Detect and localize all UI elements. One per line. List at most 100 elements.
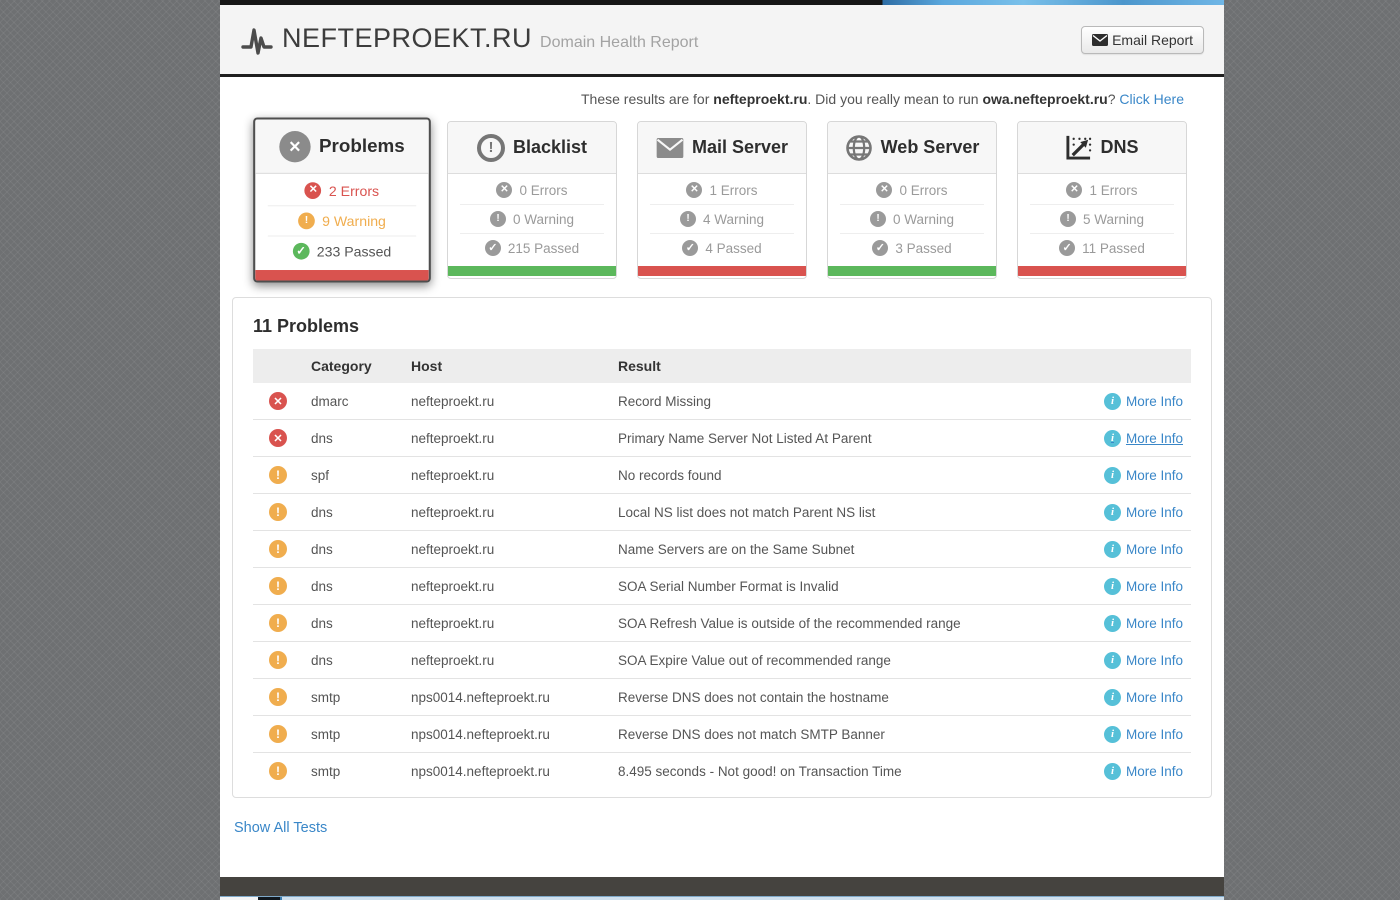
more-info-link[interactable]: More Info (1103, 540, 1183, 558)
more-info-link[interactable]: More Info (1103, 392, 1183, 410)
page-subtitle: Domain Health Report (540, 33, 699, 51)
result-cell: Reverse DNS does not match SMTP Banner (610, 715, 1081, 753)
table-row: dns nefteproekt.ru Name Servers are on t… (253, 530, 1191, 568)
more-info-link[interactable]: More Info (1103, 725, 1183, 743)
category-cell: smtp (303, 678, 403, 716)
more-info-link[interactable]: More Info (1103, 762, 1183, 780)
result-cell: Reverse DNS does not contain the hostnam… (610, 678, 1081, 716)
errors-label: 0 Errors (519, 182, 568, 198)
result-cell: 8.495 seconds - Not good! on Transaction… (610, 752, 1081, 789)
warning-label: 0 Warning (892, 211, 955, 227)
card-status-bar (448, 266, 616, 276)
problems-heading: 11 Problems (253, 316, 360, 336)
category-cell: smtp (303, 752, 403, 789)
more-info-link[interactable]: More Info (1103, 577, 1183, 595)
card-header: Problems (255, 119, 429, 174)
info-icon (1103, 725, 1121, 743)
card-status-bar (255, 270, 429, 281)
more-info-label: More Info (1125, 615, 1183, 631)
more-info-column-header (1081, 349, 1191, 383)
category-cell: dns (303, 530, 403, 568)
card-problems[interactable]: Problems 2 Errors 9 Warning (253, 117, 431, 283)
more-info-link[interactable]: More Info (1103, 503, 1183, 521)
error-dot-icon (496, 182, 513, 198)
category-cell: dns (303, 641, 403, 679)
more-info-link[interactable]: More Info (1103, 651, 1183, 669)
problems-table: Category Host Result dmarc nefteproekt.r… (253, 349, 1191, 789)
passed-dot-icon (872, 240, 889, 256)
more-info-label: More Info (1125, 763, 1183, 779)
taskbar-sliver (220, 896, 1224, 900)
info-icon (1103, 651, 1121, 669)
info-icon (1103, 466, 1121, 484)
warning-stat: 4 Warning (650, 204, 794, 233)
result-column-header: Result (610, 349, 1081, 383)
more-info-link[interactable]: More Info (1103, 614, 1183, 632)
errors-stat: 0 Errors (840, 176, 984, 204)
page-title: NEFTEPROEKT.RU (282, 22, 533, 53)
card-title: Web Server (880, 137, 980, 157)
card-title: Problems (318, 135, 405, 157)
warning-dot-icon (489, 211, 506, 227)
card-body: 0 Errors 0 Warning 215 Passed (448, 174, 616, 264)
circle-exclamation-icon (476, 133, 505, 162)
email-report-button[interactable]: Email Report (1081, 25, 1204, 54)
category-cell: spf (303, 456, 403, 494)
card-blacklist[interactable]: Blacklist 0 Errors 0 Warning (447, 121, 617, 279)
more-info-label: More Info (1125, 726, 1183, 742)
more-info-link[interactable]: More Info (1103, 466, 1183, 484)
host-cell: nefteproekt.ru (403, 604, 610, 642)
card-web-server[interactable]: Web Server 0 Errors 0 Warning (827, 121, 997, 279)
card-status-bar (1018, 266, 1186, 276)
errors-stat: 0 Errors (460, 176, 604, 204)
warning-dot-icon (679, 211, 696, 227)
notice-alt-domain: owa.nefteproekt.ru (982, 91, 1108, 107)
category-cell: dns (303, 604, 403, 642)
error-dot-icon (686, 182, 703, 198)
status-icon (269, 762, 287, 780)
info-icon (1103, 688, 1121, 706)
warning-label: 4 Warning (702, 211, 765, 227)
envelope-icon (656, 137, 684, 158)
card-title: DNS (1100, 137, 1139, 157)
envelope-icon (1092, 33, 1109, 46)
click-here-link[interactable]: Click Here (1119, 91, 1184, 107)
show-all-tests-link[interactable]: Show All Tests (234, 820, 328, 836)
host-cell: nefteproekt.ru (403, 530, 610, 568)
status-icon (269, 651, 287, 669)
more-info-link[interactable]: More Info (1103, 429, 1183, 447)
summary-cards: Problems 2 Errors 9 Warning (232, 117, 1212, 283)
notice-text: These results are for (580, 91, 714, 107)
table-header-row: Category Host Result (253, 349, 1191, 383)
info-icon (1103, 762, 1121, 780)
warning-dot-icon (869, 211, 886, 227)
notice-domain: nefteproekt.ru (713, 91, 808, 107)
line-chart-icon (1065, 134, 1092, 161)
host-cell: nps0014.nefteproekt.ru (403, 678, 610, 716)
errors-label: 0 Errors (899, 182, 948, 198)
result-cell: Record Missing (618, 393, 712, 409)
more-info-label: More Info (1125, 689, 1183, 705)
brand: NEFTEPROEKT.RU Domain Health Report (240, 23, 698, 57)
warning-label: 0 Warning (512, 211, 575, 227)
warning-stat: 0 Warning (460, 204, 604, 233)
errors-label: 1 Errors (709, 182, 758, 198)
card-header: Blacklist (448, 122, 616, 174)
passed-dot-icon (484, 240, 501, 256)
card-dns[interactable]: DNS 1 Errors 5 Warning 11 (1017, 121, 1187, 279)
card-title: Blacklist (512, 137, 588, 157)
more-info-link[interactable]: More Info (1103, 688, 1183, 706)
passed-stat: 215 Passed (460, 233, 604, 262)
more-info-label: More Info (1125, 430, 1183, 446)
result-cell: Primary Name Server Not Listed At Parent (610, 419, 1081, 457)
status-icon (269, 614, 287, 632)
category-cell: dns (303, 493, 403, 531)
card-body: 2 Errors 9 Warning 233 Passed (255, 174, 428, 268)
passed-label: 233 Passed (316, 243, 392, 260)
table-row: spf nefteproekt.ru No records found More… (253, 456, 1191, 494)
host-cell: nefteproekt.ru (403, 493, 610, 531)
category-column-header: Category (303, 349, 403, 383)
info-icon (1103, 577, 1121, 595)
card-mail-server[interactable]: Mail Server 1 Errors 4 Warning (637, 121, 807, 279)
